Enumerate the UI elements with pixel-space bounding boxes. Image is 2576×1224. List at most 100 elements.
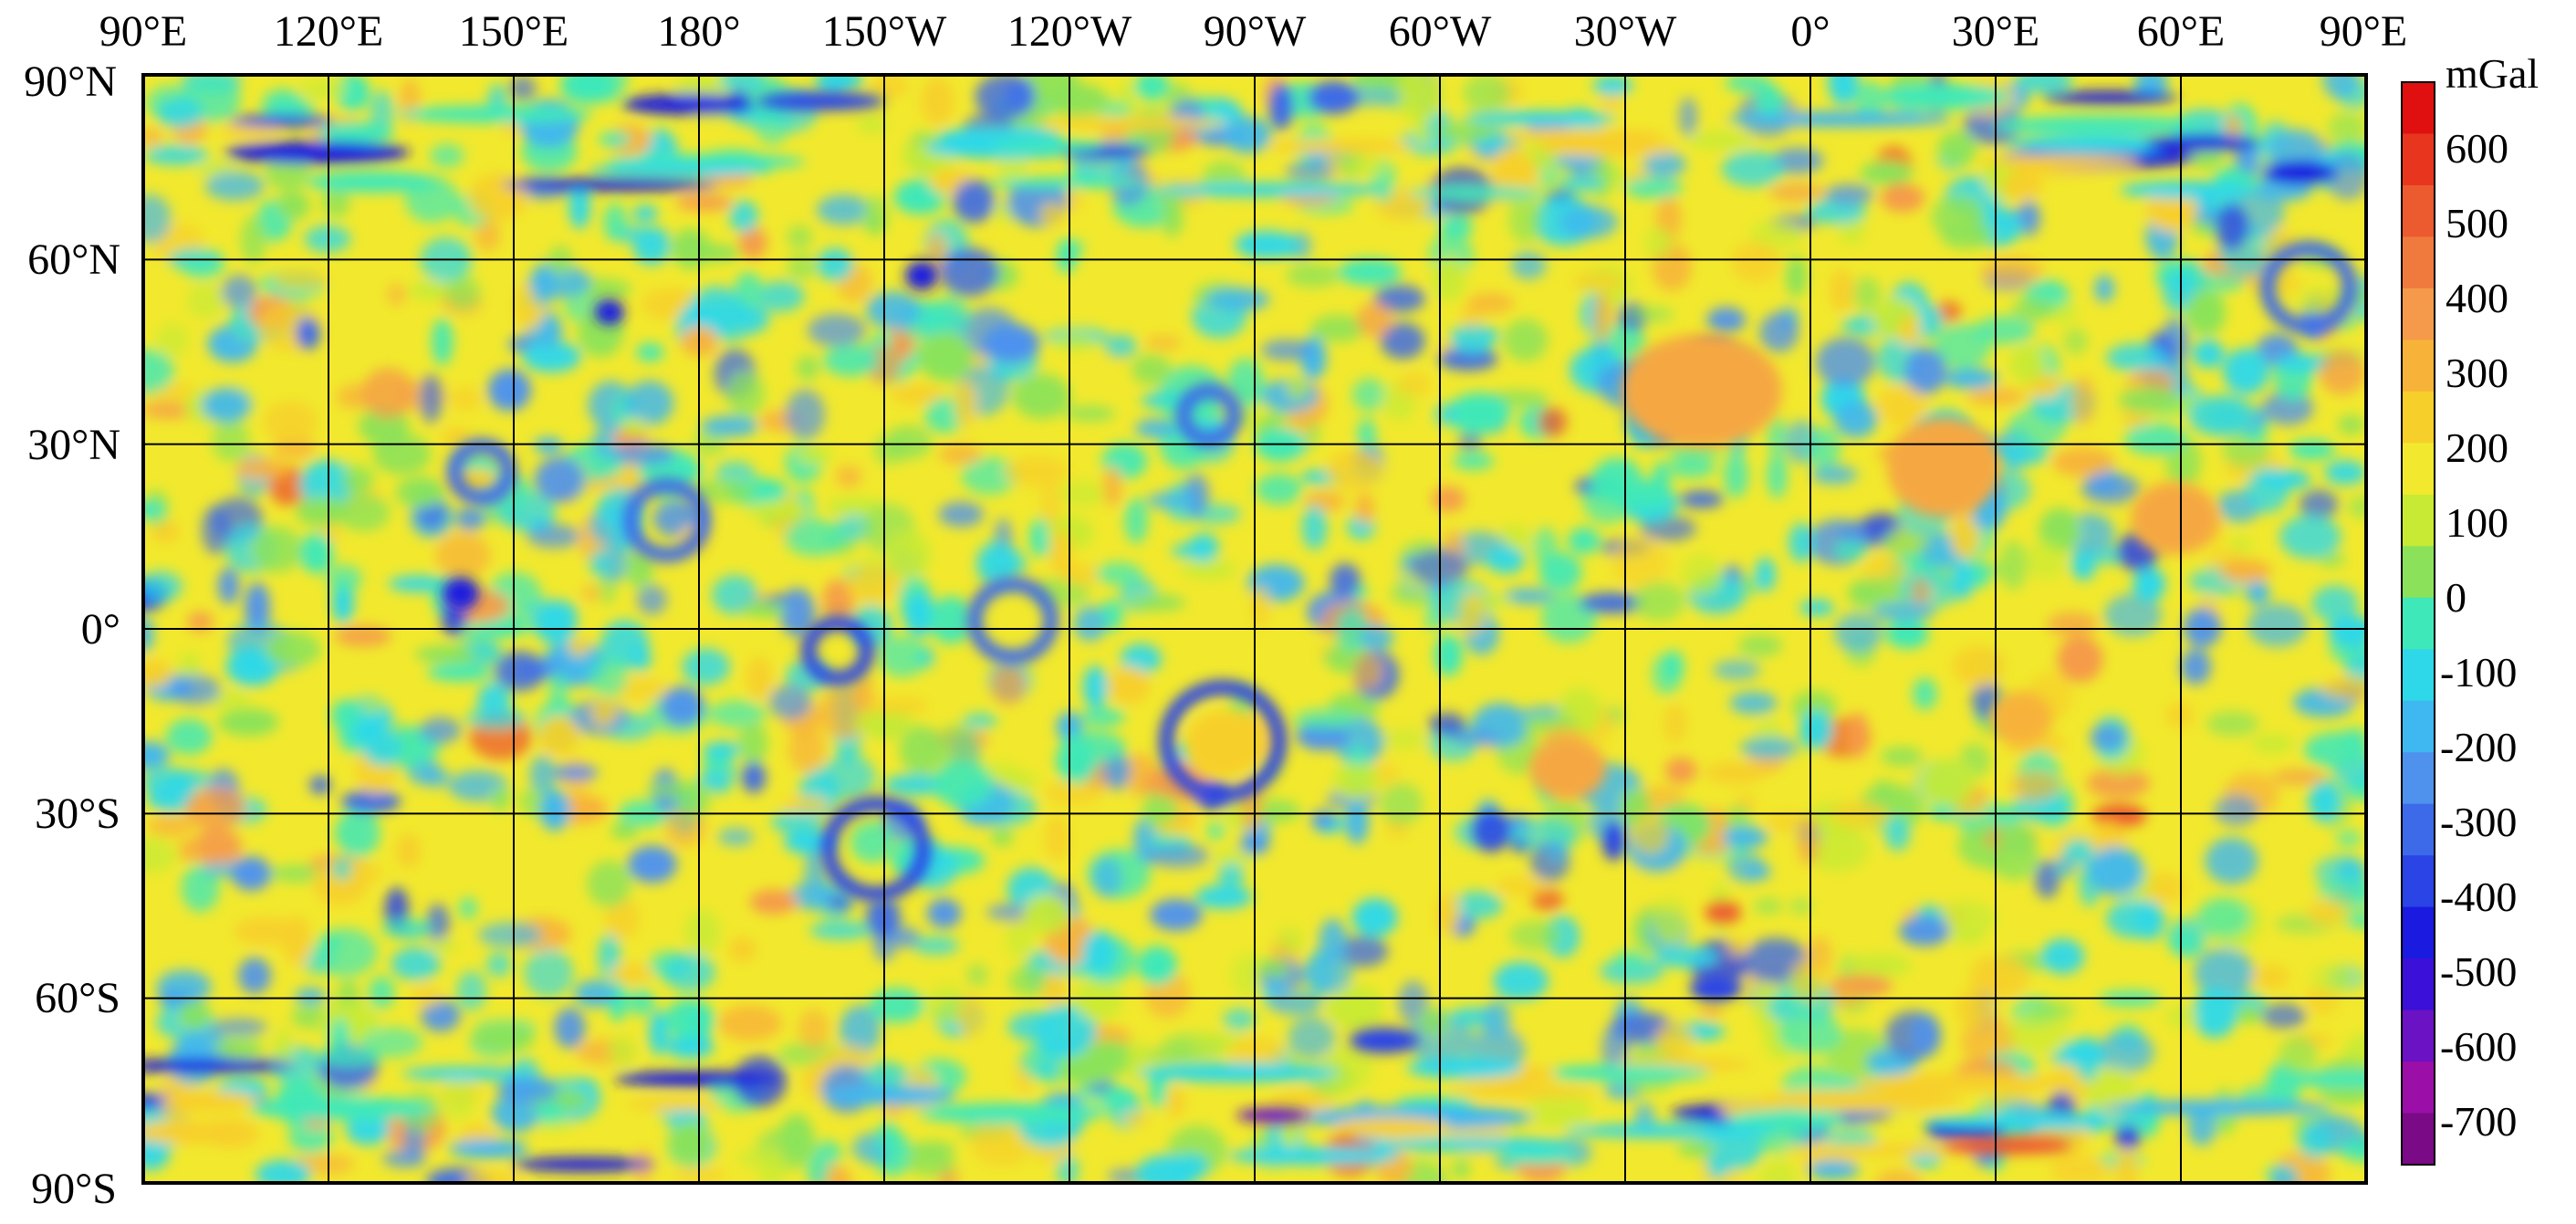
anomaly-blob: [1806, 199, 1867, 225]
colorbar-tick-label: 100: [2446, 499, 2508, 546]
colorbar-swatch: [2402, 597, 2435, 650]
anomaly-blob: [186, 283, 225, 319]
anomaly-blob: [2219, 559, 2272, 583]
ring-basin: [1176, 383, 1242, 447]
anomaly-blob: [1134, 75, 1171, 101]
anomaly-blob: [463, 1170, 523, 1183]
basin-low: [1690, 976, 1741, 1001]
anomaly-blob: [1356, 302, 1392, 338]
anomaly-blob: [817, 247, 854, 281]
anomaly-blob: [2034, 860, 2060, 899]
colorbar-tick-label: -100: [2440, 649, 2517, 696]
polar-band: [229, 114, 334, 128]
anomaly-blob: [298, 78, 349, 99]
anomaly-blob: [1338, 258, 1402, 286]
anomaly-blob: [1041, 972, 1067, 1007]
anomaly-blob: [2015, 75, 2073, 93]
anomaly-blob: [2205, 837, 2258, 884]
anomaly-blob: [527, 524, 581, 549]
anomaly-blob: [600, 544, 629, 581]
anomaly-blob: [905, 1152, 956, 1177]
anomaly-blob: [1810, 465, 1858, 485]
anomaly-blob: [1286, 263, 1340, 288]
lat-label: 30°N: [27, 421, 120, 469]
polar-band: [1371, 1137, 1578, 1152]
anomaly-blob: [471, 1021, 535, 1053]
anomaly-blob: [1582, 478, 1633, 524]
anomaly-blob: [823, 344, 879, 377]
anomaly-blob: [1181, 560, 1237, 580]
anomaly-blob: [1352, 652, 1383, 690]
anomaly-blob: [2018, 200, 2041, 236]
polar-band: [822, 1085, 956, 1105]
anomaly-blob: [1223, 116, 1272, 154]
colorbar-tick-label: 200: [2446, 424, 2508, 471]
anomaly-blob: [218, 708, 279, 737]
anomaly-blob: [1286, 372, 1309, 401]
anomaly-blob: [662, 952, 716, 992]
anomaly-blob: [1470, 810, 1512, 853]
anomaly-blob: [1768, 183, 1825, 202]
anomaly-blob: [211, 1018, 268, 1036]
anomaly-blob: [1269, 979, 1289, 995]
anomaly-blob: [2279, 1036, 2319, 1073]
anomaly-blob: [664, 999, 714, 1040]
anomaly-blob: [1428, 712, 1466, 737]
ring-basin: [1159, 680, 1287, 802]
polar-band: [1138, 1062, 1340, 1083]
anomaly-blob: [531, 262, 555, 308]
anomaly-blob: [1739, 737, 1799, 759]
polar-band: [1726, 111, 1954, 127]
polar-band: [1994, 115, 2206, 135]
anomaly-blob: [2322, 75, 2359, 99]
anomaly-blob: [143, 501, 166, 519]
anomaly-blob: [2223, 348, 2269, 395]
anomaly-blob: [2106, 899, 2160, 938]
anomaly-blob: [2260, 1003, 2307, 1029]
colorbar-tick-label: -500: [2440, 948, 2517, 995]
anomaly-blob: [591, 697, 618, 727]
anomaly-blob: [181, 863, 220, 913]
anomaly-blob: [1120, 643, 1163, 675]
anomaly-blob: [1758, 1158, 1798, 1183]
anomaly-blob: [2094, 275, 2115, 303]
anomaly-blob: [143, 616, 154, 653]
polar-band: [448, 1139, 529, 1158]
anomaly-blob: [414, 645, 476, 663]
anomaly-blob: [660, 685, 704, 727]
colorbar-tick-label: 0: [2446, 574, 2466, 621]
colorbar-swatch: [2402, 443, 2435, 496]
lon-label: 60°E: [2137, 7, 2226, 56]
anomaly-blob: [2252, 964, 2289, 989]
anomaly-blob: [1830, 800, 1889, 829]
colorbar-swatch: [2402, 906, 2435, 959]
anomaly-blob: [871, 75, 909, 98]
anomaly-blob: [1833, 612, 1883, 653]
anomaly-blob: [917, 332, 974, 382]
anomaly-blob: [1731, 241, 1781, 284]
anomaly-blob: [1457, 434, 1483, 450]
anomaly-blob: [1310, 810, 1336, 831]
colorbar-swatch: [2402, 546, 2435, 599]
anomaly-blob: [1529, 1093, 1593, 1122]
polar-band: [1228, 1146, 1401, 1166]
anomaly-blob: [1124, 497, 1148, 544]
anomaly-blob: [1446, 392, 1511, 434]
anomaly-blob: [692, 477, 756, 504]
polar-band: [1406, 1057, 1522, 1079]
anomaly-blob: [2187, 395, 2253, 436]
anomaly-blob: [787, 726, 826, 773]
anomaly-blob: [169, 675, 221, 706]
anomaly-blob: [1040, 480, 1061, 528]
polar-band: [625, 1098, 723, 1111]
anomaly-blob: [419, 717, 462, 744]
anomaly-blob: [1977, 955, 2030, 999]
polar-band: [1155, 183, 1388, 197]
anomaly-blob: [1061, 563, 1101, 586]
anomaly-blob: [2192, 340, 2225, 369]
anomaly-blob: [844, 564, 902, 603]
anomaly-blob: [2187, 1107, 2216, 1146]
polar-band: [2262, 160, 2337, 185]
anomaly-blob: [1310, 315, 1365, 342]
anomaly-blob: [2070, 548, 2097, 581]
